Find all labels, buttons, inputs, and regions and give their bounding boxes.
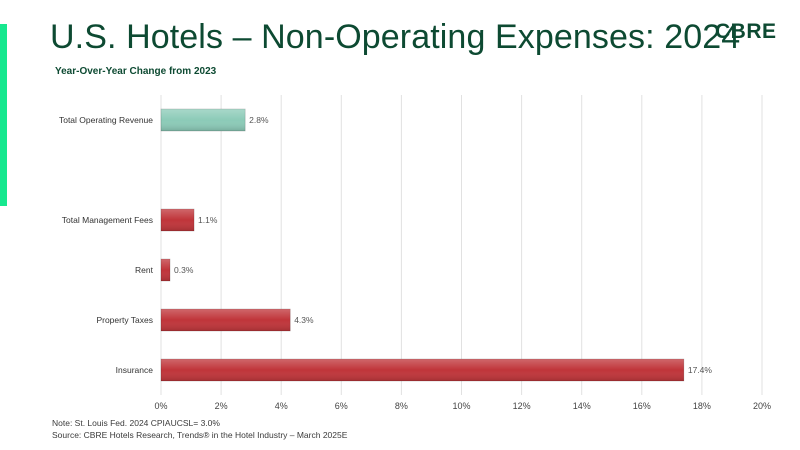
x-tick-label: 16% bbox=[633, 401, 651, 411]
x-tick-label: 20% bbox=[753, 401, 771, 411]
x-tick-label: 10% bbox=[452, 401, 470, 411]
data-label: 0.3% bbox=[174, 265, 194, 275]
bar-shade bbox=[161, 309, 291, 331]
x-tick-label: 2% bbox=[215, 401, 228, 411]
bar-shade bbox=[161, 359, 684, 381]
data-label: 17.4% bbox=[688, 365, 713, 375]
x-tick-label: 12% bbox=[513, 401, 531, 411]
accent-bar bbox=[0, 24, 7, 206]
x-tick-label: 6% bbox=[335, 401, 348, 411]
bar-shade bbox=[161, 259, 171, 281]
cbre-logo: CBRE bbox=[715, 20, 777, 43]
x-tick-label: 8% bbox=[395, 401, 408, 411]
category-label: Total Operating Revenue bbox=[59, 115, 153, 125]
chart-source: Source: CBRE Hotels Research, Trends® in… bbox=[52, 430, 348, 440]
data-label: 4.3% bbox=[294, 315, 314, 325]
data-label: 2.8% bbox=[249, 115, 269, 125]
category-label: Rent bbox=[135, 265, 154, 275]
page-subtitle: Year-Over-Year Change from 2023 bbox=[55, 66, 217, 77]
category-label: Total Management Fees bbox=[62, 215, 153, 225]
page-title: U.S. Hotels – Non-Operating Expenses: 20… bbox=[50, 18, 741, 56]
category-label: Insurance bbox=[116, 365, 154, 375]
x-tick-label: 0% bbox=[154, 401, 167, 411]
data-label: 1.1% bbox=[198, 215, 218, 225]
bar-shade bbox=[161, 109, 246, 131]
x-tick-label: 14% bbox=[573, 401, 591, 411]
bar-shade bbox=[161, 209, 195, 231]
x-tick-label: 18% bbox=[693, 401, 711, 411]
chart-note: Note: St. Louis Fed. 2024 CPIAUCSL= 3.0% bbox=[52, 418, 220, 428]
x-tick-label: 4% bbox=[275, 401, 288, 411]
category-label: Property Taxes bbox=[96, 315, 153, 325]
